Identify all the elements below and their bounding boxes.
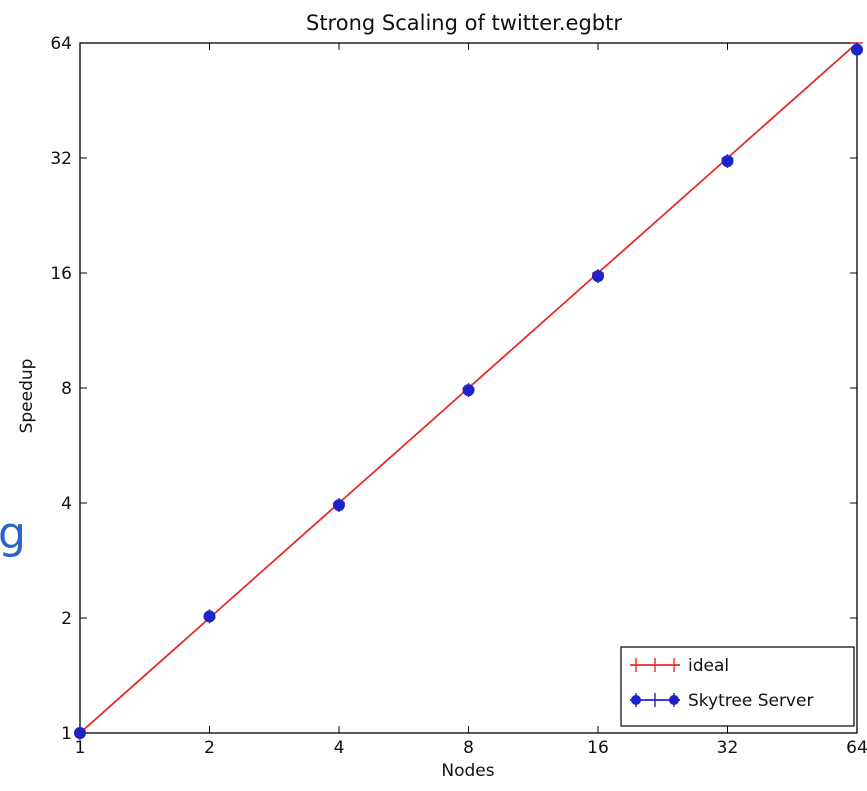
legend: ideal Skytree Server: [620, 646, 855, 727]
skytree-point: [851, 43, 863, 56]
y-tick-label: 8: [61, 379, 72, 399]
skytree-point: [74, 727, 86, 739]
skytree-point: [462, 384, 475, 397]
y-tick-label: 1: [61, 724, 72, 744]
skytree-point: [333, 499, 345, 512]
skytree-point: [721, 155, 734, 168]
x-tick-label: 4: [334, 738, 345, 758]
y-ticks: 1 2 4 8 16 32 64: [50, 34, 857, 744]
y-axis-label: Speedup: [17, 359, 37, 434]
y-tick-label: 64: [50, 34, 72, 54]
legend-marker: [631, 695, 641, 705]
legend-label: ideal: [688, 656, 729, 676]
x-tick-label: 1: [75, 738, 86, 758]
x-tick-label: 32: [717, 738, 739, 758]
y-tick-label: 4: [61, 494, 72, 514]
legend-box: [620, 646, 855, 727]
x-tick-label: 2: [204, 738, 215, 758]
x-axis-label: Nodes: [441, 761, 494, 781]
chart-title: Strong Scaling of twitter.egbtr: [306, 11, 622, 35]
legend-label: Skytree Server: [688, 691, 813, 711]
x-tick-label: 64: [846, 738, 867, 758]
series-layer: [74, 42, 863, 740]
legend-items: ideal Skytree Server: [630, 656, 813, 711]
x-tick-label: 8: [463, 738, 474, 758]
x-tick-label: 16: [587, 738, 609, 758]
edge-text-fragment: g: [0, 508, 26, 559]
y-tick-label: 2: [61, 609, 72, 629]
legend-marker: [669, 695, 679, 705]
y-tick-label: 16: [50, 264, 72, 284]
y-tick-label: 32: [50, 149, 72, 169]
skytree-point: [203, 610, 216, 623]
skytree-point: [592, 270, 604, 283]
